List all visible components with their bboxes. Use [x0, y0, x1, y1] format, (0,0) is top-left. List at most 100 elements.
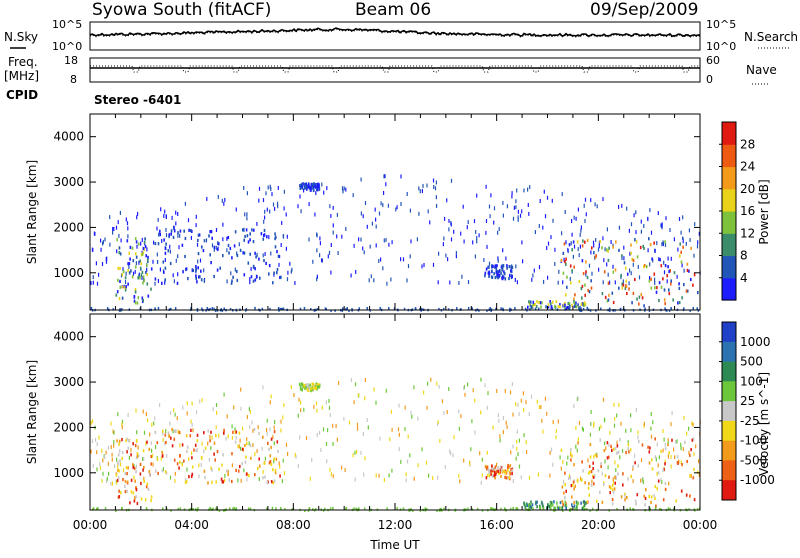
scatter-cell [305, 436, 308, 441]
scatter-cell [134, 479, 136, 483]
scatter-cell [345, 226, 347, 231]
scatter-cell [488, 204, 491, 209]
scatter-cell [121, 296, 124, 300]
scatter-cell [678, 217, 681, 221]
scatter-cell [643, 265, 645, 269]
scatter-cell [603, 258, 605, 263]
scatter-cell [543, 279, 545, 284]
scatter-cell [621, 448, 624, 453]
scatter-cell [320, 448, 322, 452]
scatter-cell [534, 303, 536, 307]
scatter-cell [418, 211, 420, 216]
scatter-cell [502, 469, 505, 473]
scatter-cell [547, 503, 549, 507]
scatter-cell [670, 256, 672, 261]
scatter-cell [239, 438, 241, 443]
scatter-cell [569, 507, 572, 511]
freq-unit: [MHz] [4, 69, 39, 83]
scatter-cell [273, 271, 275, 275]
scatter-cell [388, 307, 390, 310]
scatter-cell [490, 472, 492, 476]
scatter-cell [617, 464, 619, 468]
scatter-cell [212, 507, 214, 511]
scatter-cell [316, 408, 318, 413]
scatter-cell [648, 461, 651, 465]
scatter-cell [662, 468, 664, 472]
scatter-cell [329, 204, 331, 209]
scatter-cell [197, 252, 200, 256]
scatter-cell [152, 259, 154, 264]
scatter-cell [134, 269, 136, 274]
scatter-cell [256, 449, 258, 454]
scatter-cell [564, 260, 566, 264]
scatter-cell [602, 197, 604, 202]
scatter-cell [439, 439, 441, 443]
scatter-cell [400, 174, 402, 179]
scatter-cell [268, 264, 271, 268]
scatter-cell [128, 262, 131, 266]
scatter-cell [477, 507, 479, 511]
scatter-cell [562, 251, 565, 255]
scatter-cell [663, 437, 665, 442]
scatter-cell [218, 242, 220, 246]
scatter-cell [576, 448, 578, 453]
scatter-cell [571, 503, 573, 507]
scatter-cell [150, 441, 152, 446]
scatter-cell [287, 451, 289, 456]
scatter-cell [680, 489, 683, 493]
scatter-cell [559, 506, 561, 510]
scatter-cell [314, 185, 317, 189]
scatter-cell [622, 483, 624, 487]
scatter-cell [308, 183, 310, 187]
scatter-cell [682, 239, 684, 244]
scatter-cell [177, 272, 179, 277]
scatter-cell [547, 275, 549, 280]
scatter-cell [615, 240, 617, 244]
scatter-cell [578, 279, 581, 284]
scatter-cell [698, 231, 700, 236]
scatter-cell [616, 451, 618, 455]
scatter-cell [614, 447, 617, 451]
scatter-cell [195, 274, 197, 278]
scatter-cell [413, 385, 415, 390]
xtick-label: 12:00 [378, 518, 413, 532]
scatter-cell [611, 502, 614, 506]
scatter-cell [139, 472, 142, 476]
scatter-cell [315, 382, 318, 386]
scatter-cell [654, 286, 656, 290]
scatter-cell [311, 457, 313, 462]
scatter-cell [121, 425, 123, 430]
scatter-cell [591, 479, 593, 484]
scatter-cell [474, 398, 476, 403]
scatter-cell [297, 204, 299, 209]
scatter-cell [283, 206, 285, 211]
scatter-cell [282, 307, 285, 310]
scatter-cell [501, 274, 504, 278]
colorbar-swatch [722, 322, 736, 343]
scatter-cell [210, 466, 212, 470]
scatter-cell [126, 472, 128, 476]
scatter-cell [119, 210, 121, 215]
scatter-cell [154, 416, 156, 421]
scatter-cell [543, 189, 545, 194]
scatter-cell [299, 435, 301, 440]
scatter-cell [244, 460, 247, 464]
scatter-cell [606, 441, 609, 445]
scatter-cell [262, 470, 264, 474]
scatter-cell [233, 405, 235, 410]
scatter-cell [172, 429, 174, 434]
scatter-cell [143, 465, 145, 470]
scatter-cell [93, 231, 95, 236]
scatter-cell [132, 491, 135, 495]
scatter-cell [190, 306, 192, 310]
scatter-cell [200, 269, 202, 273]
scatter-cell [650, 434, 653, 439]
scatter-cell [162, 260, 165, 264]
scatter-cell [233, 506, 236, 510]
scatter-cell [218, 509, 221, 512]
scatter-cell [268, 461, 271, 465]
scatter-cell [627, 477, 629, 481]
scatter-cell [100, 238, 102, 243]
scatter-cell [421, 447, 423, 452]
scatter-cell [182, 270, 184, 274]
